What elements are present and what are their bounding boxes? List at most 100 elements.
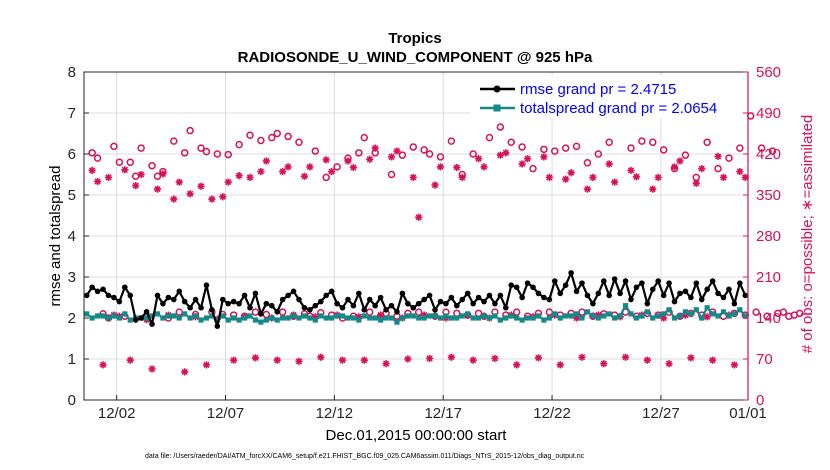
totalspread-point [192, 313, 199, 319]
totalspread-point [661, 311, 667, 317]
totalspread-point [111, 313, 117, 319]
obs-assimilated-marker [578, 353, 586, 361]
rmse-point [541, 294, 547, 301]
totalspread-point [220, 313, 226, 319]
totalspread-point [541, 317, 547, 323]
rmse-point [573, 288, 580, 295]
obs-assimilated-marker [382, 360, 390, 368]
rmse-point [704, 286, 710, 293]
rmse-point [737, 280, 743, 286]
obs-assimilated-marker [458, 173, 466, 182]
obs-assimilated-marker [415, 213, 423, 221]
rmse-point [426, 292, 433, 299]
obs-assimilated-marker [453, 163, 461, 172]
y-right-tick-label: 280 [756, 228, 781, 245]
totalspread-point [171, 313, 177, 319]
rmse-point [279, 296, 286, 303]
obs-assimilated-marker [328, 167, 336, 176]
obs-assimilated-marker [627, 166, 635, 174]
obs-assimilated-marker [273, 356, 281, 364]
obs-assimilated-marker [670, 163, 679, 171]
obs-assimilated-marker [257, 167, 265, 176]
totalspread-point [394, 319, 400, 325]
obs-assimilated-marker [496, 151, 504, 159]
rmse-point [203, 282, 210, 289]
totalspread-point [367, 315, 373, 321]
totalspread-point [345, 315, 351, 321]
obs-possible-marker [725, 154, 733, 162]
obs-possible-marker [551, 147, 559, 155]
obs-assimilated-marker [692, 179, 700, 187]
totalspread-point [530, 315, 536, 321]
obs-assimilated-marker [545, 173, 553, 182]
rmse-point [328, 288, 335, 295]
totalspread-point [236, 317, 242, 323]
totalspread-point [595, 315, 601, 321]
totalspread-point [503, 315, 509, 321]
obs-assimilated-marker [338, 356, 347, 364]
rmse-point [464, 290, 471, 297]
totalspread-point [225, 317, 231, 323]
obs-possible-marker [540, 145, 548, 154]
rmse-point [116, 298, 123, 305]
totalspread-point [628, 311, 634, 317]
obs-possible-marker [752, 308, 760, 316]
y-left-tick-label: 2 [68, 310, 76, 327]
obs-possible-marker [469, 150, 477, 158]
plot-area [83, 71, 804, 401]
rmse-point [214, 323, 221, 330]
totalspread-point [492, 313, 498, 319]
rmse-point [633, 284, 640, 291]
totalspread-point [459, 313, 465, 319]
rmse-point [290, 288, 297, 295]
rmse-point [247, 304, 253, 311]
totalspread-point [443, 313, 449, 319]
totalspread-point [737, 307, 743, 313]
y-left-tick-label: 4 [68, 228, 76, 245]
legend: rmse grand pr = 2.4715 totalspread grand… [470, 76, 742, 118]
rmse-point [388, 302, 395, 309]
y-left-tick-label: 5 [68, 187, 76, 204]
y-right-tick-label: 210 [756, 269, 781, 286]
totalspread-point [269, 315, 275, 321]
obs-assimilated-marker [540, 153, 548, 161]
obs-assimilated-marker [366, 155, 374, 163]
obs-assimilated-marker [643, 356, 651, 364]
rmse-point [230, 298, 237, 305]
obs-assimilated-marker [186, 190, 194, 198]
obs-possible-marker [649, 138, 657, 147]
totalspread-point [122, 311, 128, 317]
totalspread-point [209, 313, 215, 319]
totalspread-point [312, 317, 318, 323]
x-tick-label: 12/12 [316, 405, 354, 422]
obs-possible-marker [529, 164, 537, 173]
totalspread-point [187, 315, 193, 321]
rmse-point [263, 300, 270, 307]
obs-possible-marker [126, 158, 135, 166]
obs-assimilated-marker [589, 173, 597, 182]
rmse-point [100, 286, 106, 293]
obs-possible-marker [627, 144, 635, 152]
obs-possible-marker [795, 309, 804, 318]
obs-possible-marker [763, 312, 771, 320]
totalspread-point [524, 315, 531, 321]
obs-possible-marker [518, 143, 526, 151]
rmse-point [334, 300, 340, 307]
totalspread-point [731, 311, 737, 317]
rmse-point [209, 307, 215, 313]
obs-assimilated-marker [349, 163, 358, 172]
obs-possible-marker [638, 137, 646, 145]
y-left-tick-label: 6 [68, 146, 76, 163]
y-axis-label-left: rmse and totalspread [47, 166, 64, 307]
obs-assimilated-marker [436, 163, 445, 171]
obs-possible-marker [714, 164, 722, 173]
rmse-point [176, 288, 183, 295]
obs-possible-marker [681, 151, 690, 159]
obs-assimilated-marker [322, 156, 330, 164]
totalspread-point [318, 313, 324, 319]
rmse-point [655, 278, 661, 284]
totalspread-point [666, 307, 672, 313]
rmse-point [399, 290, 406, 297]
totalspread-point [182, 311, 188, 317]
rmse-point [394, 309, 400, 315]
